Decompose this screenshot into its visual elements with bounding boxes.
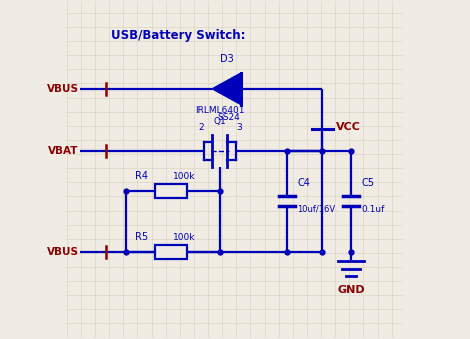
Text: Q1: Q1: [213, 118, 226, 126]
Bar: [155, 245, 187, 259]
Text: 100k: 100k: [173, 233, 196, 242]
Text: 2: 2: [198, 122, 204, 132]
Text: 10uf/16V: 10uf/16V: [297, 205, 335, 214]
Text: VBAT: VBAT: [48, 146, 78, 156]
Text: VCC: VCC: [336, 122, 361, 133]
Text: R4: R4: [135, 171, 148, 181]
Text: SS24: SS24: [217, 113, 240, 122]
Text: C4: C4: [297, 178, 310, 188]
Text: 100k: 100k: [173, 172, 196, 181]
Text: GND: GND: [337, 285, 365, 295]
Text: VBUS: VBUS: [47, 247, 78, 257]
Polygon shape: [212, 73, 241, 104]
Text: USB/Battery Switch:: USB/Battery Switch:: [110, 28, 245, 41]
Text: 3: 3: [236, 122, 242, 132]
Text: VBUS: VBUS: [47, 84, 78, 94]
Text: 0.1uf: 0.1uf: [361, 205, 384, 214]
Text: C5: C5: [361, 178, 374, 188]
Text: IRLML6401: IRLML6401: [195, 106, 244, 115]
Bar: [155, 184, 187, 198]
Text: R5: R5: [135, 232, 148, 242]
Text: D3: D3: [219, 54, 234, 64]
